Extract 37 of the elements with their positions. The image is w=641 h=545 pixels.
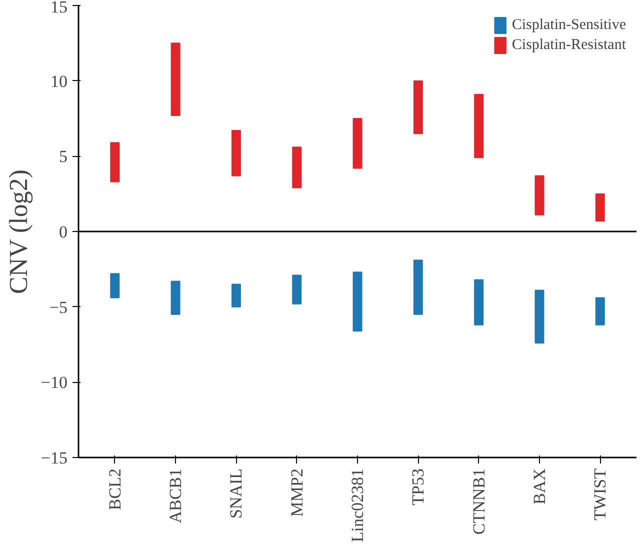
bar [534,175,544,216]
y-tick-label: 0 [59,222,68,242]
bar [474,279,484,326]
bar [110,273,120,298]
y-tick-label: 5 [59,147,68,166]
bar [292,274,302,304]
bar [231,130,241,176]
x-tick-label: Linc02381 [348,468,367,542]
legend-label: Cisplatin-Resistant [512,36,626,54]
x-tick-label: BAX [530,468,549,504]
bar [231,284,241,308]
y-tick-label: −10 [40,373,68,392]
x-tick-label: TWIST [590,468,610,520]
bar [413,260,423,315]
bar [292,146,302,188]
bar [110,142,120,182]
x-tick-label: MMP2 [287,468,306,517]
bar [534,290,544,344]
x-tick-label: ABCB1 [166,468,186,524]
bar [170,42,180,116]
bar [352,118,362,169]
x-tick-label: TP53 [408,468,428,506]
bar [474,94,484,158]
y-tick-label: −5 [49,298,68,317]
bar [595,297,605,326]
legend-label: Cisplatin-Sensitive [512,16,626,34]
bar [352,272,362,332]
x-tick-label: BCL2 [105,468,124,510]
x-tick-label: CTNNB1 [469,468,488,535]
y-axis-title: CNV (log2) [4,170,33,294]
x-tick-label: SNAIL [226,468,246,519]
bar [170,280,180,315]
y-tick-label: 10 [50,72,68,91]
y-tick-label: 15 [50,0,68,16]
bar [595,193,605,222]
y-tick-label: −15 [40,448,68,468]
bar [413,80,423,134]
